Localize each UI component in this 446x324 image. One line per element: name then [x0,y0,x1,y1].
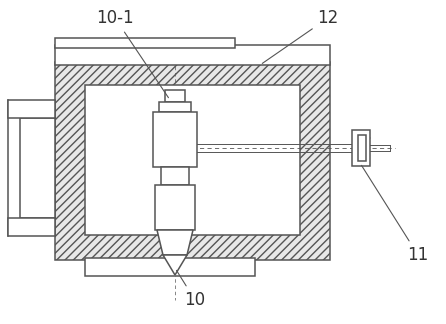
Bar [55,45,330,65]
Bar [358,135,366,161]
Polygon shape [163,255,187,275]
Bar [165,90,185,102]
Text: 11: 11 [361,165,429,264]
Text: 12: 12 [262,9,339,64]
Text: 10: 10 [177,270,206,309]
Bar [55,38,235,48]
Polygon shape [8,218,55,236]
Bar [85,85,300,235]
Bar [352,130,370,166]
Bar [161,167,189,185]
Polygon shape [20,118,55,218]
Polygon shape [8,100,55,118]
Bar [159,102,191,112]
Text: 10-1: 10-1 [96,9,169,98]
Bar [85,258,255,276]
Polygon shape [157,230,193,255]
Bar [155,185,195,230]
Bar [153,112,197,167]
Bar [55,62,330,260]
